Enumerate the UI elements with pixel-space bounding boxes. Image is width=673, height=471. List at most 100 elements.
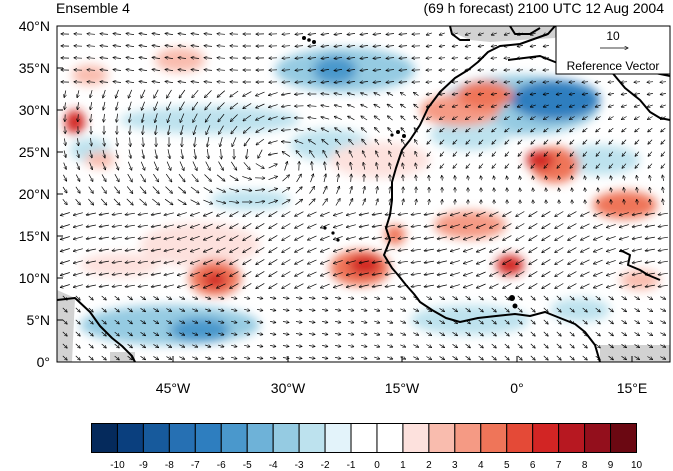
wind-vector bbox=[624, 188, 625, 193]
wind-vector bbox=[243, 126, 251, 134]
wind-vector bbox=[219, 125, 224, 135]
wind-vector bbox=[465, 82, 472, 83]
wind-vector bbox=[583, 163, 588, 169]
wind-vector bbox=[359, 212, 369, 215]
wind-vector bbox=[165, 57, 174, 58]
wind-vector bbox=[402, 163, 403, 170]
wind-vector bbox=[658, 225, 668, 227]
wind-vector bbox=[621, 93, 627, 94]
wind-vector bbox=[347, 45, 356, 46]
wind-vector bbox=[424, 273, 434, 275]
wind-vector bbox=[361, 116, 368, 121]
wind-vector bbox=[385, 213, 395, 215]
wind-vector bbox=[530, 45, 536, 46]
wind-vector bbox=[491, 105, 497, 107]
wind-vector bbox=[191, 82, 200, 83]
wind-vector bbox=[217, 70, 226, 71]
wind-vector bbox=[204, 70, 213, 71]
wind-vector bbox=[295, 70, 304, 71]
wind-vector bbox=[113, 82, 122, 83]
wind-vector bbox=[504, 307, 509, 312]
wind-vector bbox=[596, 127, 601, 132]
wind-vector bbox=[113, 46, 122, 47]
wind-vector bbox=[476, 235, 486, 240]
wind-vector bbox=[414, 104, 419, 109]
wind-vector bbox=[281, 93, 291, 95]
wind-vector bbox=[152, 69, 161, 70]
wind-vector bbox=[205, 297, 211, 299]
wind-vector bbox=[632, 272, 642, 275]
wind-vector bbox=[389, 163, 391, 170]
wind-vector bbox=[516, 223, 525, 229]
wind-vector bbox=[542, 283, 551, 288]
wind-vector bbox=[282, 259, 291, 265]
wind-vector bbox=[243, 235, 252, 240]
wind-vector bbox=[334, 45, 343, 46]
panel-title-left: Ensemble 4 bbox=[56, 0, 130, 16]
wind-vector bbox=[139, 33, 148, 34]
wind-vector bbox=[100, 70, 109, 71]
wind-vector bbox=[62, 186, 67, 193]
wind-vector bbox=[387, 297, 393, 299]
wind-vector bbox=[269, 247, 278, 252]
wind-vector bbox=[125, 213, 135, 215]
reference-vector-label: Reference Vector bbox=[567, 59, 660, 73]
wind-vector bbox=[177, 248, 187, 252]
wind-vector bbox=[621, 82, 628, 83]
wind-vector bbox=[606, 212, 616, 215]
wind-vector bbox=[308, 34, 317, 35]
wind-vector bbox=[112, 249, 122, 251]
wind-vector bbox=[268, 92, 278, 96]
wind-vector bbox=[333, 272, 343, 275]
wind-vector bbox=[619, 284, 629, 288]
wind-vector bbox=[179, 297, 184, 300]
wind-vector bbox=[126, 57, 135, 58]
wind-vector bbox=[660, 116, 666, 120]
wind-vector bbox=[151, 249, 161, 251]
wind-vector bbox=[490, 235, 499, 240]
wind-vector bbox=[424, 225, 434, 227]
wind-vector bbox=[164, 272, 174, 275]
wind-vector bbox=[424, 261, 434, 263]
wind-vector bbox=[645, 213, 655, 215]
wind-vector bbox=[572, 176, 573, 181]
wind-vector bbox=[139, 198, 147, 205]
wind-vector bbox=[282, 310, 289, 311]
wind-vector bbox=[581, 235, 590, 240]
wind-vector bbox=[557, 139, 562, 144]
wind-vector bbox=[246, 149, 247, 159]
wind-vector bbox=[310, 150, 315, 158]
wind-vector bbox=[333, 212, 343, 215]
wind-vector bbox=[321, 57, 330, 58]
wind-vector bbox=[608, 116, 614, 120]
wind-vector bbox=[309, 186, 315, 194]
wind-vector bbox=[504, 58, 511, 59]
wind-vector bbox=[230, 211, 239, 217]
wind-vector bbox=[335, 297, 341, 298]
wind-vector bbox=[138, 225, 148, 227]
wind-vector bbox=[385, 225, 395, 227]
colorbar-box bbox=[298, 423, 326, 453]
wind-vector bbox=[439, 93, 445, 94]
wind-vector bbox=[178, 186, 185, 193]
wind-vector bbox=[207, 137, 209, 147]
wind-vector bbox=[583, 139, 588, 144]
wind-vector bbox=[372, 273, 382, 275]
wind-vector bbox=[503, 211, 512, 217]
wind-vector bbox=[609, 127, 614, 132]
wind-vector bbox=[181, 125, 184, 135]
wind-vector bbox=[632, 284, 642, 287]
wind-vector bbox=[593, 271, 603, 276]
wind-vector bbox=[126, 81, 135, 82]
wind-vector bbox=[321, 81, 330, 82]
wind-vector bbox=[373, 70, 382, 71]
wind-vector bbox=[256, 138, 265, 145]
wind-vector bbox=[243, 259, 252, 264]
wind-vector bbox=[112, 225, 122, 227]
wind-vector bbox=[295, 58, 304, 59]
wind-vector bbox=[217, 235, 226, 240]
wind-vector bbox=[385, 285, 395, 287]
wind-vector bbox=[359, 260, 369, 263]
wind-vector bbox=[268, 140, 278, 144]
